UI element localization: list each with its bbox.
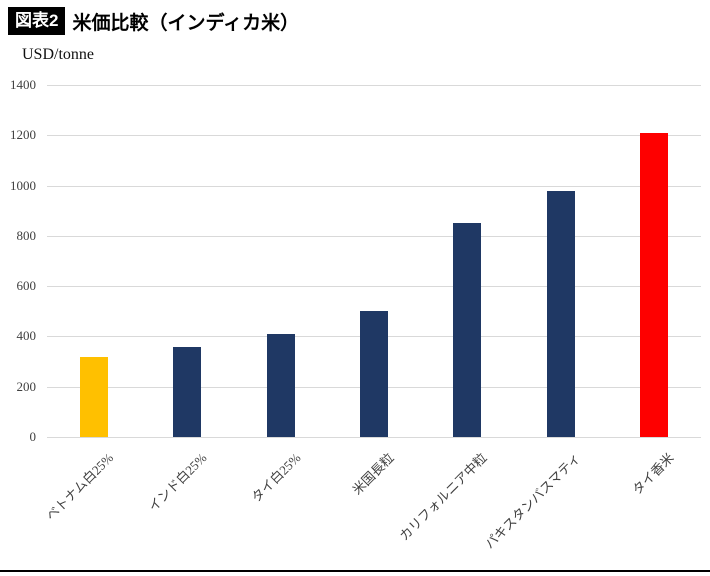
y-tick-label: 200 [16, 378, 37, 394]
gridline [47, 437, 701, 438]
x-axis-labels: ベトナム白25% インド白25% タイ白25% 米国長粒 カリフォルニア中粒 パキスタンバ… [43, 438, 701, 568]
bottom-divider [0, 570, 710, 572]
plot-area [47, 85, 701, 438]
x-label-slot: パキスタンバスマティ [482, 438, 607, 568]
bar [640, 132, 669, 437]
x-label-slot: カリフォルニア中粒 [397, 438, 514, 568]
figure-tag: 図表2 [8, 7, 66, 35]
y-tick-label: 800 [16, 227, 37, 243]
x-tick-label: インド白25% [145, 450, 210, 515]
gridline [47, 235, 701, 237]
x-label-slot: ベトナム白25% [43, 438, 140, 568]
gridline [47, 85, 701, 86]
chart-title: 米価比較（インディカ米） [72, 12, 300, 34]
y-tick-label: 1400 [10, 77, 36, 92]
y-axis-unit-label: USD/tonne [22, 46, 94, 63]
y-tick-label: 0 [29, 429, 37, 444]
x-tick-label: 米国長粒 [349, 450, 397, 498]
bar-slot [608, 85, 701, 437]
y-tick-label: 1000 [10, 177, 36, 193]
x-tick-label: タイ香米 [629, 450, 677, 498]
bar [266, 333, 295, 437]
y-tick-label: 600 [16, 278, 37, 294]
gridline [47, 135, 701, 137]
bar [546, 190, 575, 437]
y-tick-label: 1200 [10, 127, 36, 143]
x-label-slot: インド白25% [140, 438, 233, 568]
bar [453, 223, 482, 437]
bar-slot [234, 85, 327, 437]
bar-slot [421, 85, 514, 437]
bar-slot [514, 85, 607, 437]
gridline [47, 286, 701, 288]
y-axis: 0 200 400 600 800 1000 1200 1400 [0, 77, 40, 444]
bars-container [47, 85, 701, 437]
bar [173, 346, 202, 437]
bar [79, 356, 108, 437]
bar-slot [47, 85, 140, 437]
bar-slot [327, 85, 420, 437]
gridline [47, 185, 701, 187]
bar [359, 311, 388, 437]
x-label-slot: タイ香米 [608, 438, 701, 568]
bar-slot [140, 85, 233, 437]
x-tick-label: ベトナム白25% [43, 450, 117, 524]
x-label-slot: タイ白25% [234, 438, 327, 568]
x-label-slot: 米国長粒 [327, 438, 420, 568]
chart-header: 図表2 米価比較（インディカ米） [8, 7, 299, 35]
y-tick-label: 400 [16, 328, 37, 344]
x-tick-label: タイ白25% [248, 450, 304, 506]
